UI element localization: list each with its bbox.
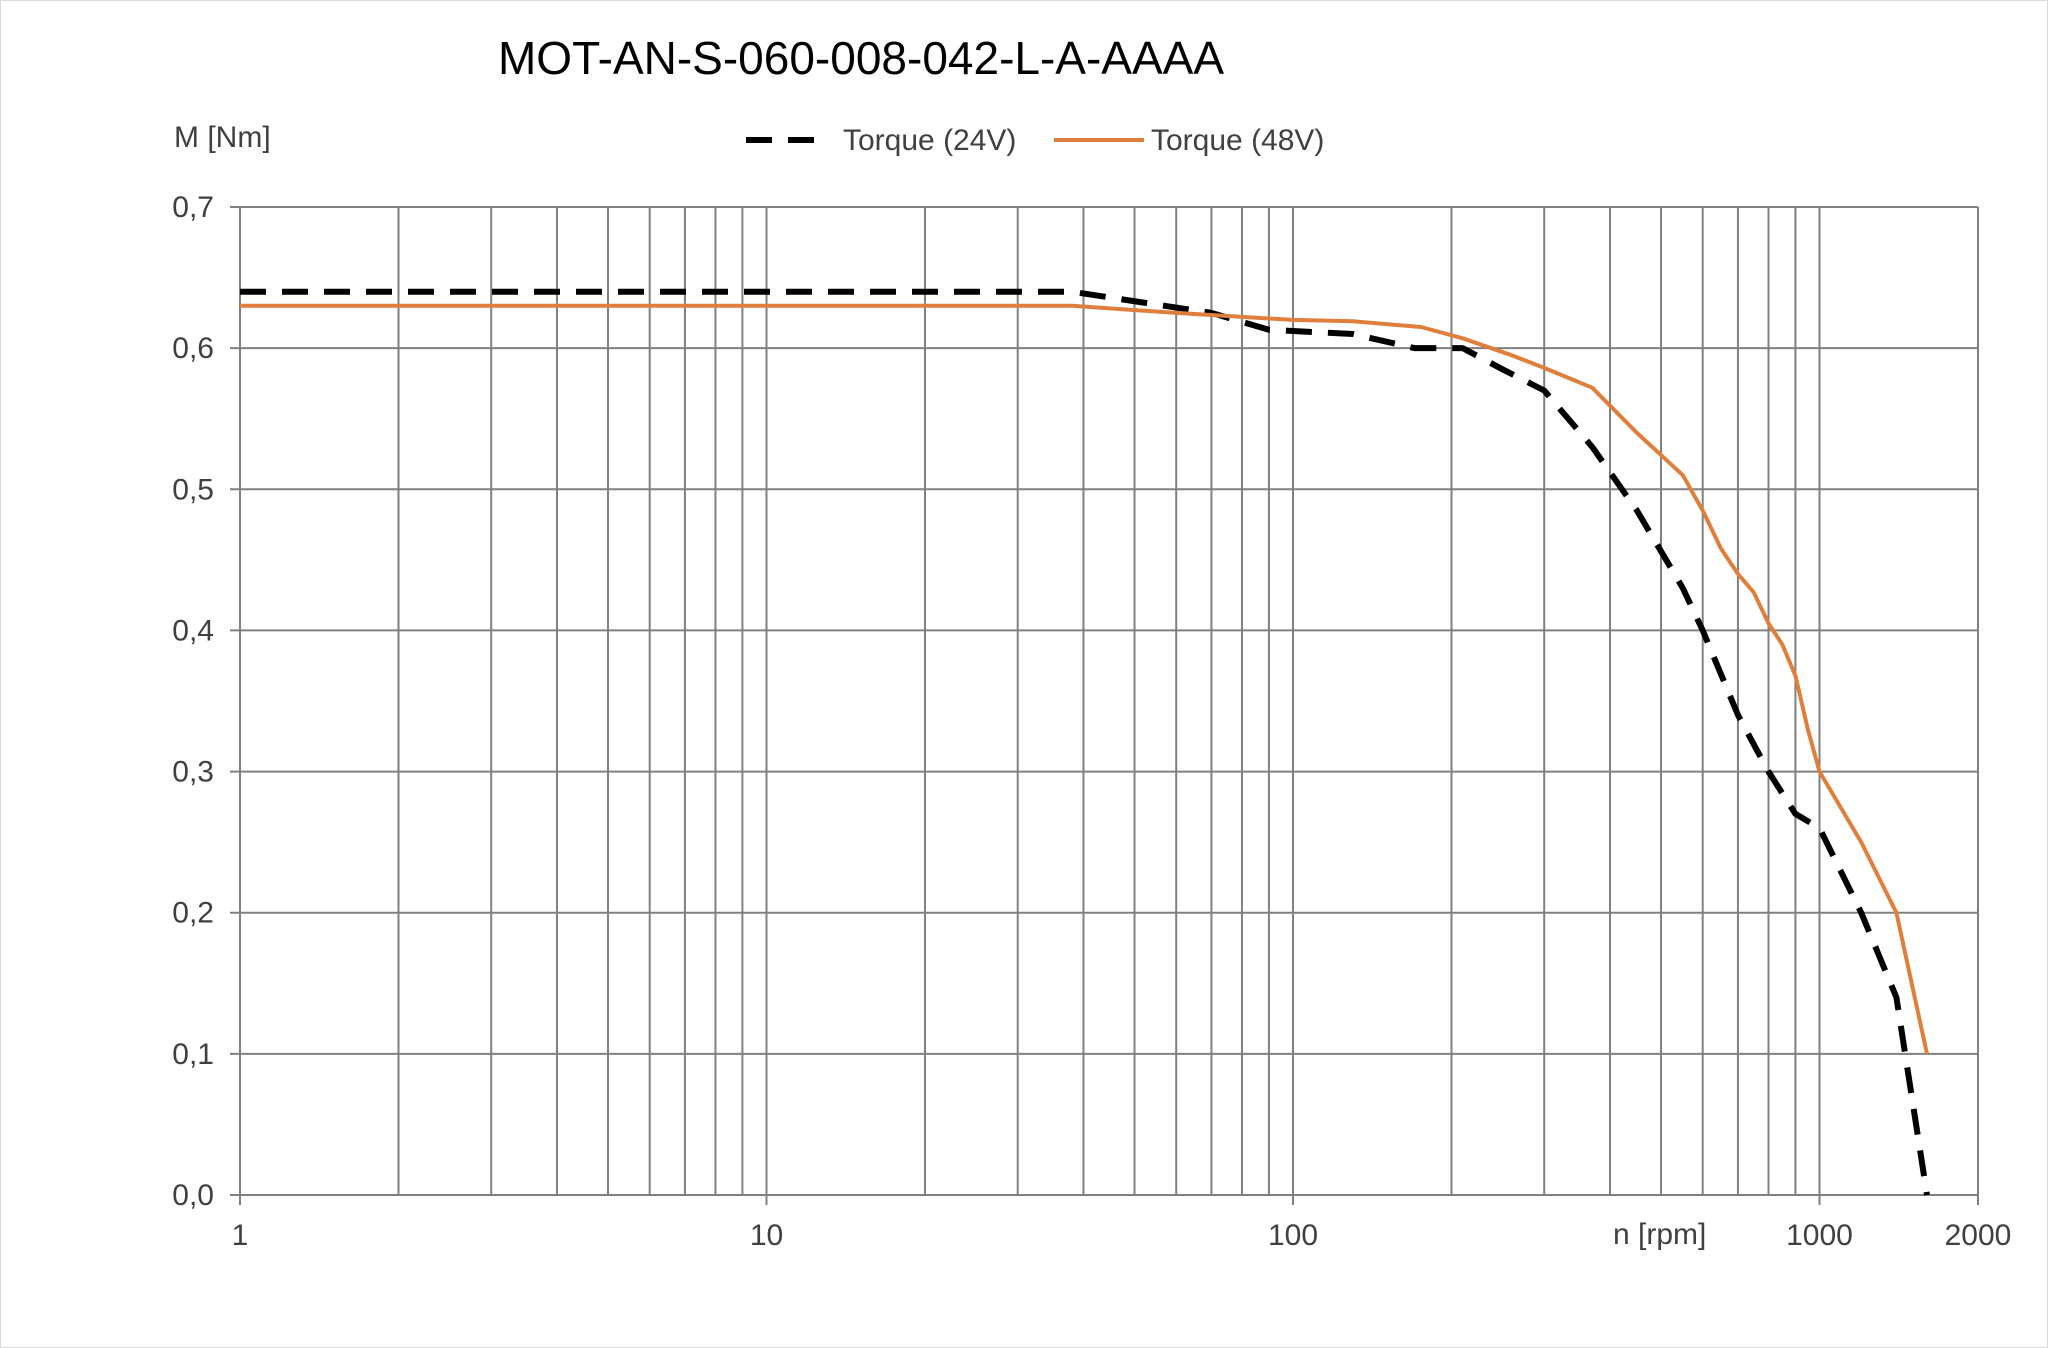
chart-title: MOT-AN-S-060-008-042-L-A-AAAA [498, 32, 1224, 84]
y-tick-label: 0,3 [172, 756, 214, 789]
series-line-torque-48v [240, 303, 1929, 1055]
y-tick-label: 0,4 [172, 614, 214, 647]
y-tick-label: 0,1 [172, 1038, 214, 1071]
y-axis-label: M [Nm] [174, 121, 271, 154]
legend: Torque (24V) Torque (48V) [746, 124, 1324, 157]
y-tick-label: 0,6 [172, 332, 214, 365]
legend-label-torque-48v: Torque (48V) [1151, 124, 1324, 157]
series-layer [240, 288, 1930, 1196]
legend-label-torque-24v: Torque (24V) [843, 124, 1016, 157]
y-tick-label: 0,0 [172, 1179, 214, 1212]
y-tick-label: 0,2 [172, 897, 214, 930]
tick-labels: 0,0 0,1 0,2 0,3 0,4 0,5 0,6 0,7 1 10 100 1000 2000 [172, 191, 2011, 1252]
y-tick-label: 0,7 [172, 191, 214, 224]
x-axis-label: n [rpm] [1613, 1218, 1706, 1251]
y-tick-label: 0,5 [172, 473, 214, 506]
x-tick-label: 100 [1268, 1219, 1318, 1252]
grid [230, 206, 1979, 1205]
x-tick-label: 2000 [1945, 1219, 2012, 1252]
x-tick-label: 1000 [1786, 1219, 1853, 1252]
x-tick-label: 10 [750, 1219, 783, 1252]
series-line-torque-24v [240, 288, 1930, 1196]
x-tick-label: 1 [232, 1219, 249, 1252]
